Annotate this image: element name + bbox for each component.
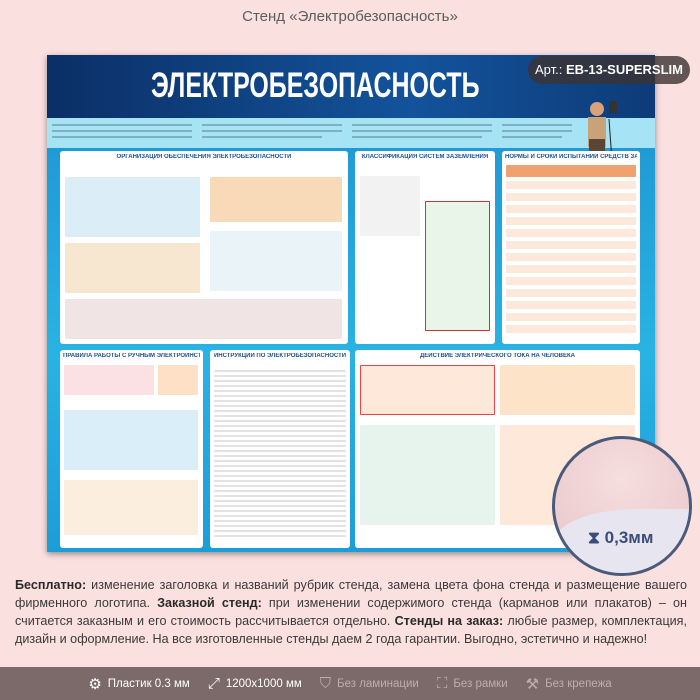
gear-icon: ⚙ [88, 675, 102, 693]
panel-grounding: КЛАССИФИКАЦИЯ СИСТЕМ ЗАЗЕМЛЕНИЯ [355, 151, 495, 344]
feature-lamination: ⛉ Без ламинации [319, 675, 419, 692]
stand-title: ЭЛЕКТРОБЕЗОПАСНОСТЬ [151, 65, 480, 105]
stand-intro [47, 118, 655, 148]
feature-frame: ⛶ Без рамки [436, 675, 508, 692]
features-bar: ⚙ Пластик 0.3 мм ⤢ 1200x1000 мм ⛉ Без ламин… [0, 667, 700, 700]
expand-icon: ⤢ [207, 675, 220, 692]
feature-size: ⤢ 1200x1000 мм [207, 675, 302, 692]
feature-mount: ⚒ Без крепежа [525, 675, 612, 693]
shield-icon: ⛉ [319, 675, 332, 692]
description: Бесплатно: изменение заголовка и названи… [15, 578, 688, 646]
panel-instructions: ИНСТРУКЦИИ ПО ЭЛЕКТРОБЕЗОПАСНОСТИ [210, 350, 350, 548]
panel-hand-tools: ПРАВИЛА РАБОТЫ С РУЧНЫМ ЭЛЕКТРОИНСТРУМЕН… [60, 350, 203, 548]
feature-material: ⚙ Пластик 0.3 мм [88, 675, 190, 693]
panel-test-norms: НОРМЫ И СРОКИ ИСПЫТАНИЙ СРЕДСТВ ЗАЩИТЫ [502, 151, 640, 344]
article-badge: Арт.: EB-13-SUPERSLIM [528, 56, 690, 84]
frame-icon: ⛶ [436, 675, 448, 692]
material-magnifier [552, 436, 692, 576]
thickness-label: ⧗ 0,3мм [588, 528, 654, 547]
panel-organization: ОРГАНИЗАЦИЯ ОБЕСПЕЧЕНИЯ ЭЛЕКТРОБЕЗОПАСНО… [60, 151, 348, 344]
drill-icon: ⚒ [525, 675, 540, 693]
page-title: Стенд «Электробезопасность» [242, 8, 458, 25]
